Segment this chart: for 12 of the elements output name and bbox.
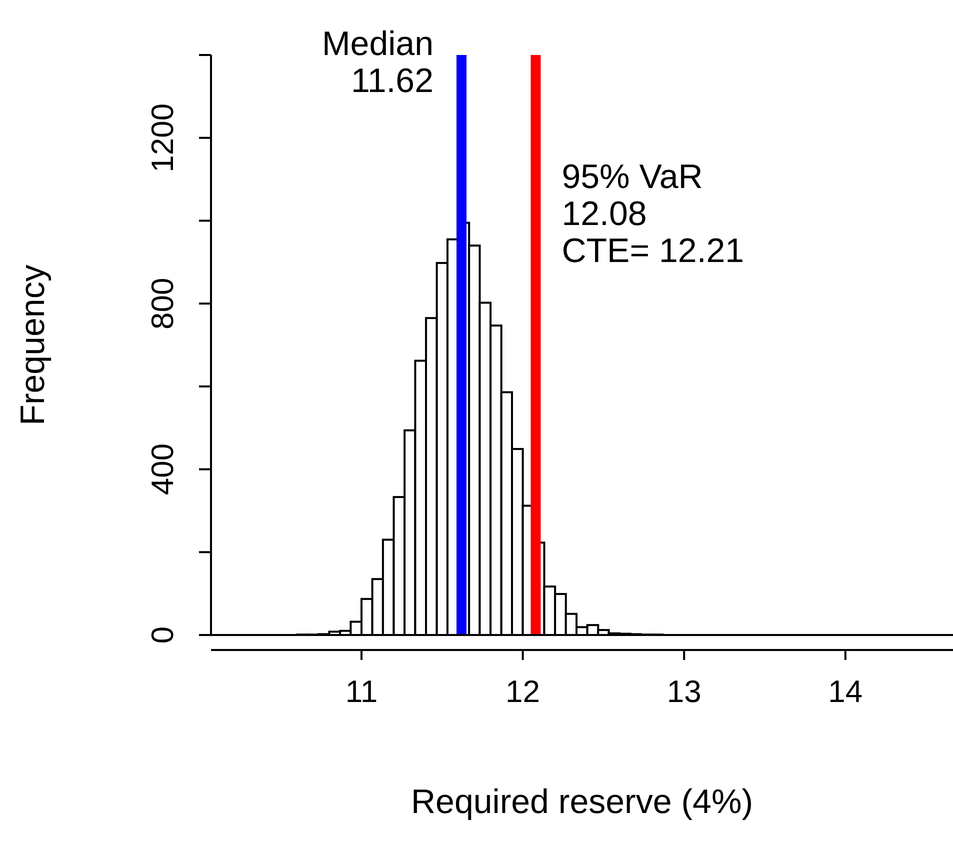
y-axis-title: Frequency <box>14 264 52 426</box>
x-tick-label: 13 <box>666 674 702 709</box>
y-tick-label: 400 <box>145 443 180 496</box>
ref-line-label: 95% VaR 12.08 CTE= 12.21 <box>562 158 744 270</box>
x-axis-title: Required reserve (4%) <box>410 783 754 821</box>
x-tick-label: 12 <box>506 674 540 709</box>
y-tick-label: 0 <box>145 626 180 644</box>
y-tick-label: 800 <box>145 278 180 330</box>
x-tick-label: 14 <box>828 674 863 709</box>
ref-line-label: Median 11.62 <box>322 25 434 100</box>
y-tick-label: 1200 <box>145 103 180 172</box>
x-tick-label: 11 <box>345 674 378 709</box>
